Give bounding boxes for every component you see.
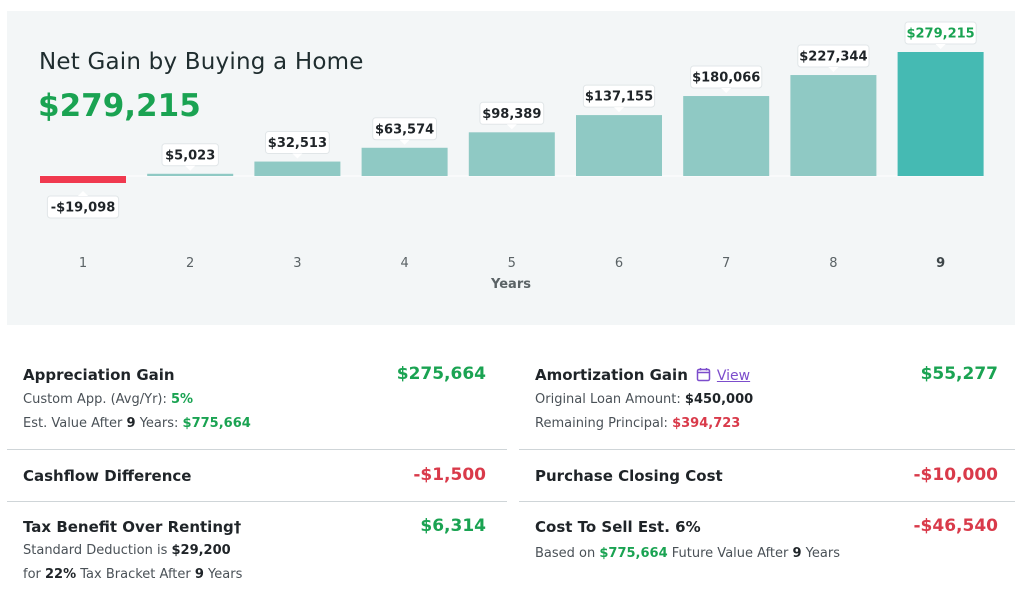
bar-year-4[interactable]	[361, 147, 448, 176]
x-tick-label: 2	[186, 256, 194, 271]
value-label-year-4: $63,574	[372, 117, 438, 145]
appreciation-gain-card: Appreciation Gain $275,664 Custom App. (…	[23, 364, 486, 436]
future-value-line: Based on $775,664 Future Value After 9 Y…	[535, 546, 840, 561]
chart-panel: Net Gain by Buying a Home $279,215 -$19,…	[7, 11, 1015, 325]
svg-text:$137,155: $137,155	[585, 90, 653, 105]
svg-text:$98,389: $98,389	[482, 107, 541, 122]
x-tick-label: 8	[829, 256, 837, 271]
value-label-year-1: -$19,098	[46, 191, 120, 219]
bar-year-1[interactable]	[40, 176, 126, 183]
x-tick-label: 4	[400, 256, 408, 271]
custom-appreciation-line: Custom App. (Avg/Yr): 5%	[23, 392, 194, 407]
bar-year-5[interactable]	[468, 132, 555, 176]
cashflow-difference-value: -$1,500	[413, 465, 486, 485]
svg-text:$5,023: $5,023	[165, 148, 215, 163]
tax-benefit-value: $6,314	[420, 516, 486, 536]
x-tick-label: 9	[936, 256, 945, 271]
standard-deduction-line: Standard Deduction is $29,200	[23, 543, 231, 558]
amortization-gain-card: Amortization Gain View $55,277 Original L…	[535, 364, 998, 436]
bar-year-6[interactable]	[576, 115, 662, 176]
x-tick-label: 3	[293, 256, 301, 271]
bar-year-8[interactable]	[790, 75, 877, 176]
summary-section: Appreciation Gain $275,664 Custom App. (…	[7, 350, 1015, 592]
chart-title: Net Gain by Buying a Home	[39, 49, 364, 75]
x-tick-label: 7	[722, 256, 730, 271]
purchase-closing-cost-value: -$10,000	[913, 465, 999, 485]
estimated-value-line: Est. Value After 9 Years: $775,664	[23, 416, 251, 431]
value-label-year-7: $180,066	[690, 65, 763, 94]
divider	[519, 449, 1015, 450]
purchase-closing-cost-title: Purchase Closing Cost	[535, 467, 723, 485]
svg-text:$180,066: $180,066	[692, 71, 760, 86]
bar-year-7[interactable]	[683, 96, 770, 176]
tax-bracket-line: for 22% Tax Bracket After 9 Years	[23, 567, 243, 582]
cashflow-difference-title: Cashflow Difference	[23, 467, 192, 485]
value-label-year-2: $5,023	[161, 143, 219, 171]
x-tick-label: 1	[79, 256, 87, 271]
amortization-gain-value: $55,277	[920, 364, 998, 384]
svg-text:$227,344: $227,344	[799, 50, 867, 65]
original-loan-line: Original Loan Amount: $450,000	[535, 392, 754, 407]
value-label-year-3: $32,513	[265, 131, 330, 159]
divider	[7, 501, 507, 502]
purchase-closing-cost-row: Purchase Closing Cost -$10,000	[535, 465, 999, 491]
cost-to-sell-value: -$46,540	[913, 516, 999, 536]
value-label-year-5: $98,389	[479, 101, 545, 130]
cashflow-difference-row: Cashflow Difference -$1,500	[23, 465, 486, 491]
svg-text:-$19,098: -$19,098	[51, 201, 116, 216]
tax-benefit-title: Tax Benefit Over Renting†	[23, 518, 242, 536]
amortization-view-link[interactable]: View	[716, 368, 751, 384]
x-tick-label: 5	[508, 256, 516, 271]
divider	[519, 501, 1015, 502]
amortization-gain-title-row: Amortization Gain View	[535, 366, 998, 386]
bar-year-9[interactable]	[897, 52, 984, 176]
svg-text:$279,215: $279,215	[906, 27, 974, 42]
svg-text:$32,513: $32,513	[268, 136, 327, 151]
bar-year-3[interactable]	[254, 161, 341, 176]
x-tick-label: 6	[615, 256, 623, 271]
cost-to-sell-card: Cost To Sell Est. 6% -$46,540 Based on $…	[535, 516, 999, 568]
remaining-principal-line: Remaining Principal: $394,723	[535, 416, 741, 431]
divider	[7, 449, 507, 450]
value-label-year-8: $227,344	[797, 44, 870, 73]
amortization-gain-title: Amortization Gain	[535, 366, 688, 384]
svg-text:$63,574: $63,574	[375, 122, 434, 137]
value-label-year-6: $137,155	[582, 84, 656, 113]
calendar-icon[interactable]	[696, 367, 711, 386]
tax-benefit-card: Tax Benefit Over Renting† $6,314 Standar…	[23, 516, 486, 588]
x-axis-title: Years	[491, 277, 531, 292]
value-label-year-9: $279,215	[904, 21, 977, 49]
bar-chart: -$19,098 1 $5,023 2 $32,513 3 $63,574 4 $98,389 5…	[40, 21, 984, 271]
chart-total-value: $279,215	[38, 88, 201, 124]
appreciation-gain-value: $275,664	[396, 364, 486, 384]
appreciation-gain-title: Appreciation Gain	[23, 366, 175, 384]
cost-to-sell-title: Cost To Sell Est. 6%	[535, 518, 701, 536]
bar-year-2[interactable]	[147, 173, 234, 176]
